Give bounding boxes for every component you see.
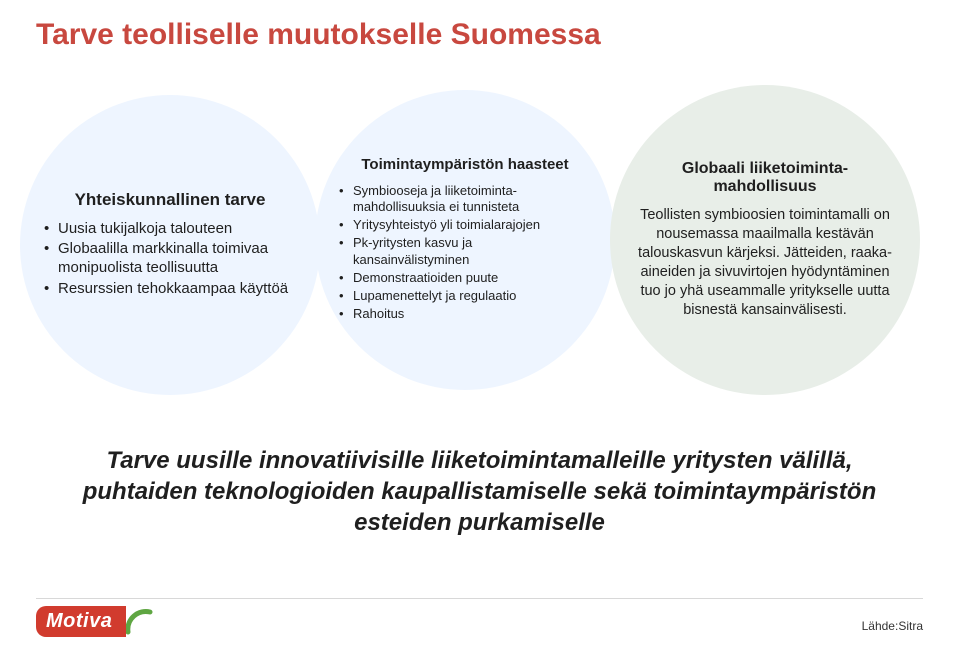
slide-root: Tarve teolliselle muutokselle Suomessa Y… (0, 0, 959, 655)
list-item: Symbiooseja ja liiketoiminta-mahdollisuu… (339, 183, 591, 216)
circle-right-head: Globaali liiketoiminta-mahdollisuus (634, 160, 896, 196)
circle-mid: Toimintaympäristön haasteet Symbiooseja … (315, 90, 615, 390)
list-item: Globaalilla markkinalla toimivaa monipuo… (44, 240, 296, 278)
circle-right: Globaali liiketoiminta-mahdollisuus Teol… (610, 85, 920, 395)
list-item: Resurssien tehokkaampaa käyttöä (44, 280, 296, 299)
logo-arc-icon (126, 608, 154, 636)
list-item: Lupamenettelyt ja regulaatio (339, 288, 591, 304)
footer-divider (36, 598, 923, 599)
list-item: Rahoitus (339, 306, 591, 322)
list-item: Uusia tukijalkoja talouteen (44, 220, 296, 239)
summary-text: Tarve uusille innovatiivisille liiketoim… (0, 445, 959, 539)
circle-left-list: Uusia tukijalkoja talouteenGlobaalilla m… (44, 220, 296, 301)
page-title: Tarve teolliselle muutokselle Suomessa (36, 18, 601, 52)
circle-right-body: Teollisten symbioosien toimintamalli on … (634, 206, 896, 319)
list-item: Demonstraatioiden puute (339, 270, 591, 286)
logo-text: Motiva (36, 606, 126, 637)
circle-mid-list: Symbiooseja ja liiketoiminta-mahdollisuu… (339, 183, 591, 325)
circle-left-head: Yhteiskunnallinen tarve (75, 190, 266, 210)
circle-mid-head: Toimintaympäristön haasteet (361, 156, 568, 173)
list-item: Pk-yritysten kasvu ja kansainvälistymine… (339, 235, 591, 268)
source-label: Lähde:Sitra (862, 619, 923, 633)
circles-row: Yhteiskunnallinen tarve Uusia tukijalkoj… (0, 85, 959, 435)
logo: Motiva (36, 606, 154, 637)
list-item: Yritysyhteistyö yli toimialarajojen (339, 217, 591, 233)
circle-left: Yhteiskunnallinen tarve Uusia tukijalkoj… (20, 95, 320, 395)
